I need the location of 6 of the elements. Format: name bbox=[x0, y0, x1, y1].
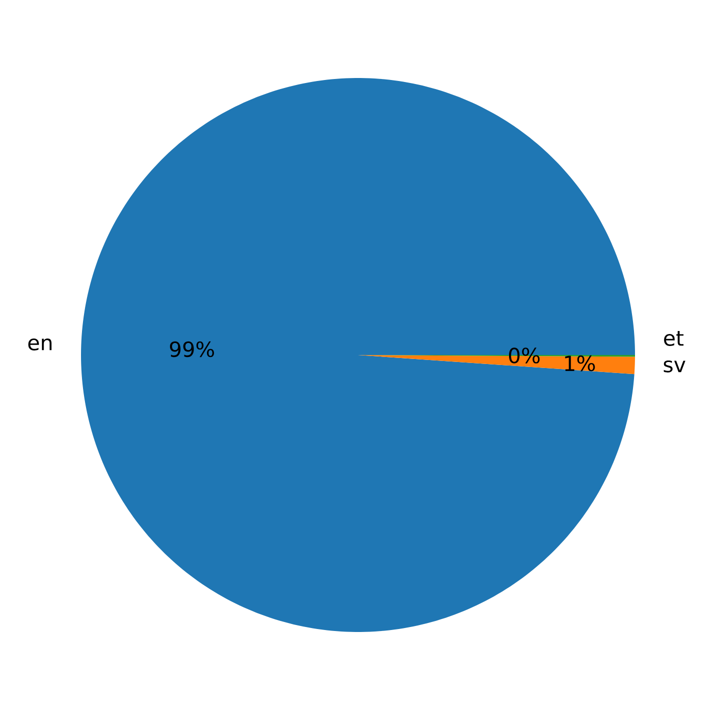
data-label: 1% bbox=[565, 355, 595, 372]
slice-label: sv bbox=[664, 360, 686, 372]
data-label: 99% bbox=[170, 341, 214, 358]
slice-label: en bbox=[28, 338, 52, 350]
slice-label: et bbox=[664, 330, 684, 346]
data-label: 0% bbox=[508, 348, 540, 364]
